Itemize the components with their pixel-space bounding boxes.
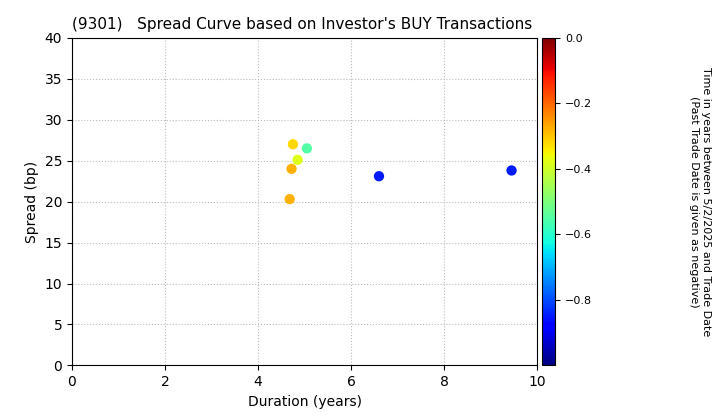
X-axis label: Duration (years): Duration (years) [248, 395, 361, 409]
Point [373, 173, 384, 180]
Point [292, 157, 303, 163]
Point [505, 167, 517, 174]
Point [301, 145, 312, 152]
Text: (9301)   Spread Curve based on Investor's BUY Transactions: (9301) Spread Curve based on Investor's … [72, 18, 532, 32]
Point [286, 165, 297, 172]
Y-axis label: Spread (bp): Spread (bp) [25, 160, 39, 243]
Point [284, 196, 295, 202]
Y-axis label: Time in years between 5/2/2025 and Trade Date
(Past Trade Date is given as negat: Time in years between 5/2/2025 and Trade… [689, 67, 711, 336]
Point [287, 141, 299, 147]
